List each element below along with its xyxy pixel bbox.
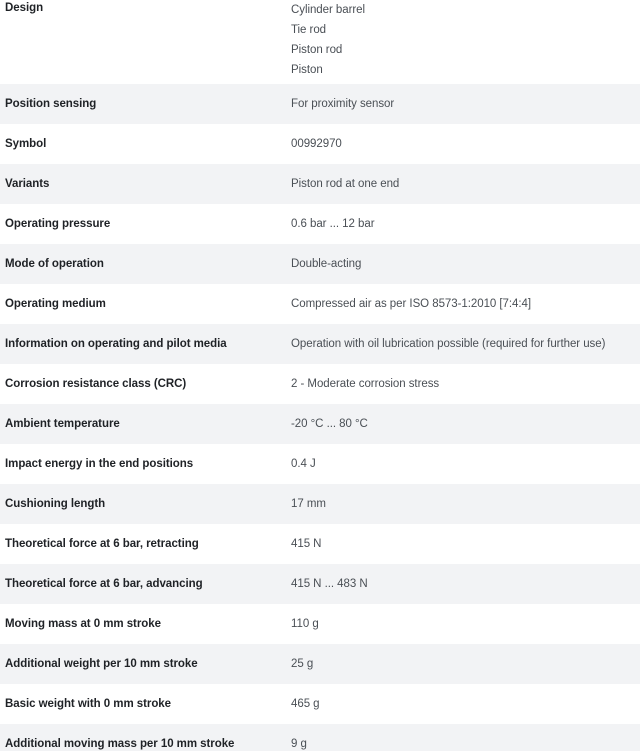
spec-label: Variants: [5, 178, 50, 190]
spec-label: Symbol: [5, 138, 47, 150]
spec-value: 465 g: [291, 698, 320, 710]
spec-value: 415 N ... 483 N: [291, 578, 368, 590]
table-row: Theoretical force at 6 bar, retracting 41…: [0, 524, 640, 564]
table-row: Symbol 00992970: [0, 124, 640, 164]
table-row: Impact energy in the end positions 0.4 J: [0, 444, 640, 484]
table-row: Corrosion resistance class (CRC) 2 - Mode…: [0, 364, 640, 404]
table-row: Position sensing For proximity sensor: [0, 84, 640, 124]
spec-value: 415 N: [291, 538, 322, 550]
spec-value: 2 - Moderate corrosion stress: [291, 378, 440, 390]
spec-label: Cushioning length: [5, 498, 106, 510]
table-row: Additional moving mass per 10 mm stroke 9…: [0, 724, 640, 751]
spec-value: Piston rod at one end: [291, 178, 400, 190]
spec-label: Mode of operation: [5, 258, 104, 270]
spec-value: 25 g: [291, 658, 314, 670]
spec-value: Operation with oil lubrication possible …: [291, 338, 606, 350]
spec-value: 110 g: [291, 618, 319, 630]
spec-label: Ambient temperature: [5, 418, 120, 430]
spec-label: Theoretical force at 6 bar, retracting: [5, 538, 199, 550]
spec-value: Cylinder barrel Tie rod Piston rod Piston: [291, 0, 640, 80]
table-row: Operating medium Compressed air as per IS…: [0, 284, 640, 324]
table-row: Moving mass at 0 mm stroke 110 g: [0, 604, 640, 644]
spec-label: Design: [5, 2, 44, 14]
spec-label: Basic weight with 0 mm stroke: [5, 698, 171, 710]
spec-label: Moving mass at 0 mm stroke: [5, 618, 161, 630]
spec-value: 00992970: [291, 138, 342, 150]
spec-value: 9 g: [291, 738, 307, 750]
table-row: Additional weight per 10 mm stroke 25 g: [0, 644, 640, 684]
spec-label: Position sensing: [5, 98, 97, 110]
spec-value: -20 °C ... 80 °C: [291, 418, 368, 430]
spec-value: 0.6 bar ... 12 bar: [291, 218, 375, 230]
spec-value: 0.4 J: [291, 458, 316, 470]
table-row: Theoretical force at 6 bar, advancing 415…: [0, 564, 640, 604]
spec-label: Additional weight per 10 mm stroke: [5, 658, 198, 670]
table-row: Variants Piston rod at one end: [0, 164, 640, 204]
spec-label: Operating pressure: [5, 218, 111, 230]
table-row: Basic weight with 0 mm stroke 465 g: [0, 684, 640, 724]
spec-label: Information on operating and pilot media: [5, 338, 227, 350]
spec-label: Impact energy in the end positions: [5, 458, 194, 470]
spec-label: Corrosion resistance class (CRC): [5, 378, 187, 390]
spec-label: Theoretical force at 6 bar, advancing: [5, 578, 203, 590]
table-row: Ambient temperature -20 °C ... 80 °C: [0, 404, 640, 444]
spec-value-line: Tie rod: [291, 24, 327, 36]
spec-value: Double-acting: [291, 258, 362, 270]
spec-value: Compressed air as per ISO 8573-1:2010 [7…: [291, 298, 532, 310]
spec-label: Additional moving mass per 10 mm stroke: [5, 738, 235, 750]
table-row: Operating pressure 0.6 bar ... 12 bar: [0, 204, 640, 244]
table-row: Mode of operation Double-acting: [0, 244, 640, 284]
spec-value: For proximity sensor: [291, 98, 395, 110]
spec-value: 17 mm: [291, 498, 326, 510]
table-row: Cushioning length 17 mm: [0, 484, 640, 524]
spec-label: Operating medium: [5, 298, 106, 310]
spec-value-line: Piston: [291, 64, 323, 76]
spec-value-line: Piston rod: [291, 44, 343, 56]
table-row: Information on operating and pilot media…: [0, 324, 640, 364]
table-row: Design Cylinder barrel Tie rod Piston rod Pi…: [0, 0, 640, 84]
spec-value-line: Cylinder barrel: [291, 4, 366, 16]
